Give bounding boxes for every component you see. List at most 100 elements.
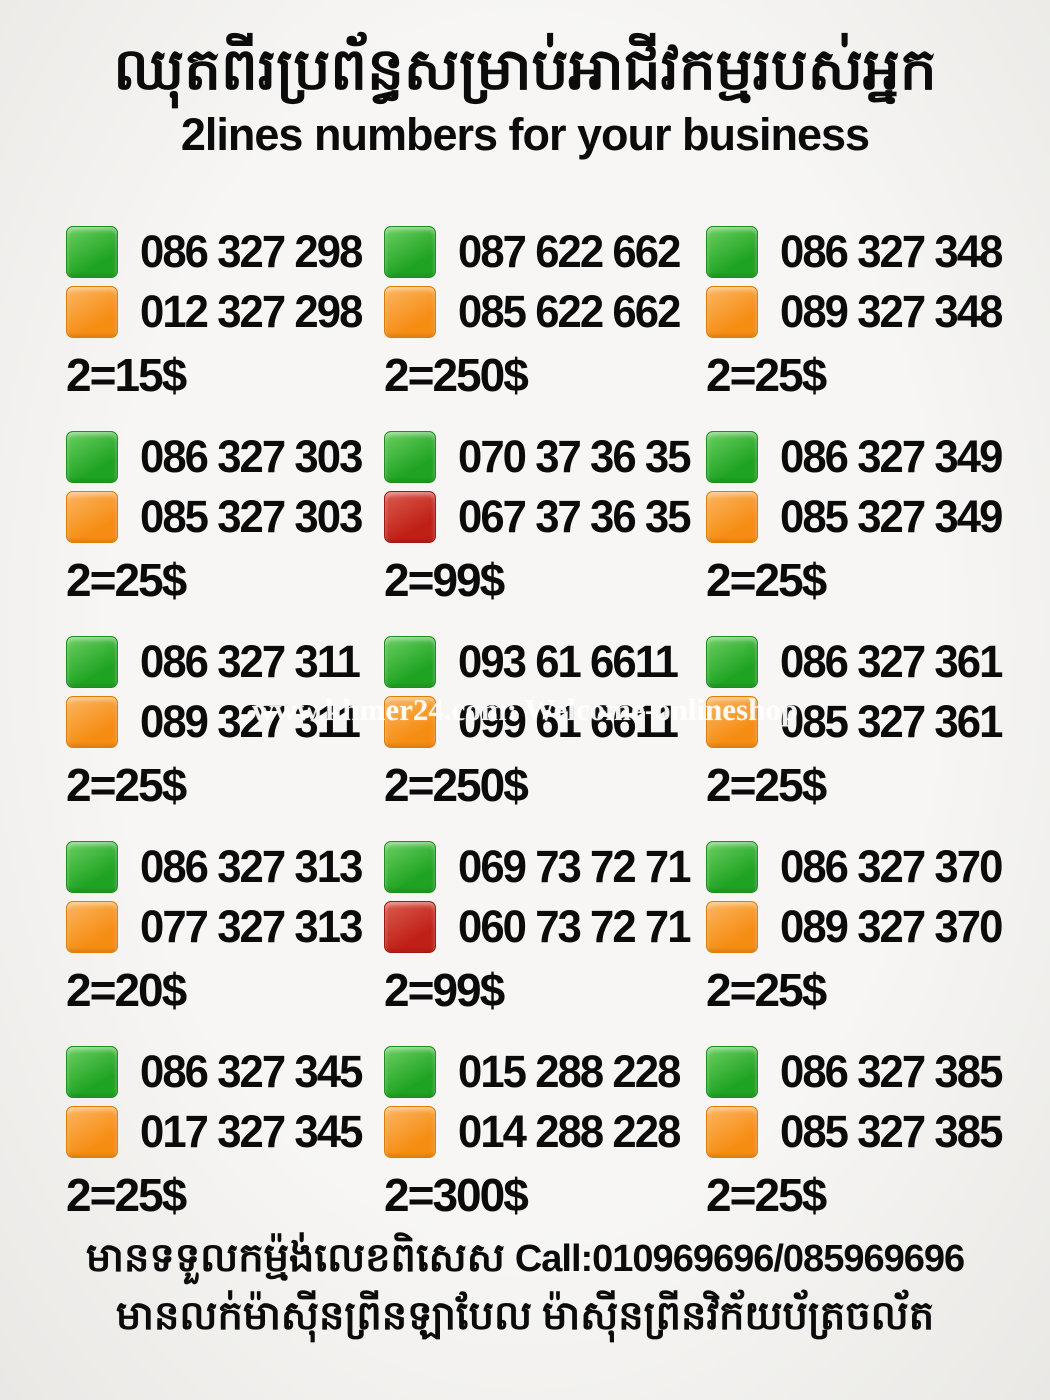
- sim-color-square: [384, 286, 436, 338]
- number-card: 086 327 348 089 327 348 2=25$: [706, 218, 1008, 423]
- sim-color-square: [66, 841, 118, 893]
- number-card: 086 327 345 017 327 345 2=25$: [66, 1038, 384, 1243]
- number-card: 086 327 313 077 327 313 2=20$: [66, 833, 384, 1038]
- phone-number: 085 327 303: [140, 491, 363, 542]
- number-card: 086 327 311 089 327 311 2=25$: [66, 628, 384, 833]
- phone-number: 067 37 36 35: [458, 491, 692, 542]
- number-card: 086 327 303 085 327 303 2=25$: [66, 423, 384, 628]
- sim-color-square: [706, 841, 758, 893]
- numbers-grid: 086 327 298 012 327 298 2=15$ 087 622 66…: [66, 218, 1003, 1243]
- sim-color-square: [66, 1106, 118, 1158]
- phone-number: 086 327 303: [140, 431, 363, 482]
- phone-number: 085 622 662: [458, 286, 681, 337]
- phone-number: 086 327 345: [140, 1046, 363, 1097]
- price-label: 2=25$: [66, 554, 187, 606]
- number-card: 069 73 72 71 060 73 72 71 2=99$: [384, 833, 706, 1038]
- price-label: 2=25$: [66, 1169, 187, 1221]
- phone-number: 086 327 385: [780, 1046, 1003, 1097]
- number-card: 086 327 385 085 327 385 2=25$: [706, 1038, 1008, 1243]
- sim-color-square: [66, 1046, 118, 1098]
- sim-color-square: [66, 431, 118, 483]
- phone-number: 070 37 36 35: [458, 431, 692, 482]
- sim-color-square: [66, 286, 118, 338]
- price-label: 2=15$: [66, 349, 187, 401]
- number-card: 070 37 36 35 067 37 36 35 2=99$: [384, 423, 706, 628]
- phone-number: 077 327 313: [140, 901, 363, 952]
- phone-number: 069 73 72 71: [458, 841, 692, 892]
- sim-color-square: [384, 491, 436, 543]
- sim-color-square: [384, 1046, 436, 1098]
- phone-number: 087 622 662: [458, 226, 681, 277]
- phone-number: 086 327 348: [780, 226, 1003, 277]
- sim-color-square: [384, 901, 436, 953]
- price-label: 2=99$: [384, 554, 505, 606]
- sim-color-square: [706, 226, 758, 278]
- phone-number: 089 327 348: [780, 286, 1003, 337]
- price-label: 2=25$: [706, 554, 827, 606]
- phone-number: 089 327 370: [780, 901, 1003, 952]
- phone-number: 085 327 385: [780, 1106, 1003, 1157]
- sim-color-square: [384, 636, 436, 688]
- phone-number: 086 327 311: [140, 636, 361, 687]
- sim-color-square: [706, 636, 758, 688]
- phone-number: 060 73 72 71: [458, 901, 692, 952]
- sim-color-square: [384, 431, 436, 483]
- sim-color-square: [384, 226, 436, 278]
- page-subtitle: 2lines numbers for your business: [180, 108, 870, 160]
- footer-printer-line: មានលក់ម៉ាស៊ីនព្រីនឡាបែល ម៉ាស៊ីនព្រីនវិក័…: [115, 1293, 935, 1339]
- sim-color-square: [66, 636, 118, 688]
- number-card: 015 288 228 014 288 228 2=300$: [384, 1038, 706, 1243]
- number-card: 093 61 6611 099 61 6611 2=250$: [384, 628, 706, 833]
- phone-number: 012 327 298: [140, 286, 363, 337]
- footer: មានទទួលកម្ម៉ង់លេខពិសេស Call:010969696/08…: [0, 1232, 1050, 1342]
- sim-color-square: [706, 1106, 758, 1158]
- number-card: 086 327 298 012 327 298 2=15$: [66, 218, 384, 423]
- sim-color-square: [706, 286, 758, 338]
- phone-number: 014 288 228: [458, 1106, 681, 1157]
- price-label: 2=25$: [66, 759, 187, 811]
- phone-number: 086 327 313: [140, 841, 363, 892]
- sim-color-square: [706, 1046, 758, 1098]
- price-label: 2=25$: [706, 964, 827, 1016]
- sim-color-square: [384, 1106, 436, 1158]
- sim-color-square: [66, 696, 118, 748]
- number-card: 087 622 662 085 622 662 2=250$: [384, 218, 706, 423]
- phone-number: 089 327 311: [140, 696, 361, 747]
- sim-color-square: [384, 841, 436, 893]
- price-label: 2=250$: [384, 349, 529, 401]
- phone-number: 085 327 361: [780, 696, 1003, 747]
- phone-number: 015 288 228: [458, 1046, 681, 1097]
- sim-color-square: [706, 901, 758, 953]
- sim-color-square: [384, 696, 436, 748]
- sim-color-square: [706, 431, 758, 483]
- price-label: 2=25$: [706, 1169, 827, 1221]
- phone-number: 099 61 6611: [458, 696, 679, 747]
- footer-order-khmer: មានទទួលកម្ម៉ង់លេខពិសេស: [85, 1235, 505, 1280]
- sim-color-square: [706, 696, 758, 748]
- phone-number: 086 327 361: [780, 636, 1003, 687]
- phone-number: 086 327 349: [780, 431, 1003, 482]
- sim-color-square: [706, 491, 758, 543]
- number-card: 086 327 370 089 327 370 2=25$: [706, 833, 1008, 1038]
- price-label: 2=25$: [706, 349, 827, 401]
- phone-number: 085 327 349: [780, 491, 1003, 542]
- sim-color-square: [66, 491, 118, 543]
- phone-number: 017 327 345: [140, 1106, 363, 1157]
- sim-color-square: [66, 226, 118, 278]
- price-label: 2=99$: [384, 964, 505, 1016]
- price-label: 2=300$: [384, 1169, 529, 1221]
- phone-number: 086 327 370: [780, 841, 1003, 892]
- price-label: 2=20$: [66, 964, 187, 1016]
- number-card: 086 327 361 085 327 361 2=25$: [706, 628, 1008, 833]
- header: ឈុតពីរប្រព័ន្ធសម្រាប់អាជីវកម្មរបស់អ្នក 2…: [0, 0, 1050, 161]
- page-title-khmer: ឈុតពីរប្រព័ន្ធសម្រាប់អាជីវកម្មរបស់អ្នក: [113, 37, 937, 102]
- sim-color-square: [66, 901, 118, 953]
- phone-number: 093 61 6611: [458, 636, 679, 687]
- number-card: 086 327 349 085 327 349 2=25$: [706, 423, 1008, 628]
- price-label: 2=250$: [384, 759, 529, 811]
- phone-number: 086 327 298: [140, 226, 363, 277]
- price-label: 2=25$: [706, 759, 827, 811]
- footer-order-line: មានទទួលកម្ម៉ង់លេខពិសេស Call:010969696/08…: [0, 1232, 1050, 1284]
- footer-call-numbers: Call:010969696/085969696: [514, 1238, 965, 1280]
